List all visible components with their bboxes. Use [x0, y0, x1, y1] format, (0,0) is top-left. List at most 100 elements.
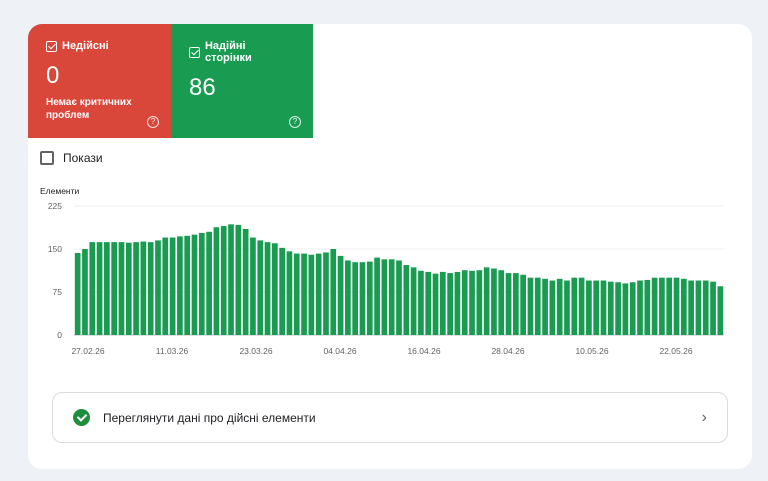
bar — [330, 249, 337, 335]
bar — [534, 277, 541, 335]
bar — [308, 254, 315, 335]
bar — [271, 243, 278, 335]
bar — [220, 226, 227, 335]
bar — [673, 277, 680, 335]
invalid-tile-label: Недійсні — [62, 40, 109, 52]
bar — [89, 242, 96, 335]
bar — [491, 268, 497, 335]
invalid-subtitle: Немає критичних проблем — [46, 97, 132, 121]
bar — [111, 242, 118, 335]
bar — [483, 267, 490, 335]
check-circle-icon — [73, 409, 90, 426]
bar — [381, 259, 388, 335]
bar — [637, 280, 643, 335]
bar — [125, 242, 132, 335]
bar — [162, 237, 169, 335]
impressions-toggle[interactable]: Покази — [40, 151, 103, 165]
bar — [293, 253, 300, 335]
bar — [155, 240, 161, 335]
invalid-tile-header: Недійсні — [46, 40, 153, 52]
impressions-label: Покази — [63, 151, 103, 165]
y-tick-label: 150 — [48, 244, 62, 254]
bar — [615, 282, 621, 335]
bar — [82, 249, 88, 335]
x-tick-label: 28.04.26 — [491, 346, 524, 356]
bar — [651, 277, 658, 335]
checkbox-unchecked-icon[interactable] — [40, 151, 54, 165]
x-tick-label: 23.03.26 — [239, 346, 272, 356]
bar — [191, 234, 198, 335]
help-icon[interactable]: ? — [289, 116, 301, 128]
bar — [607, 281, 614, 335]
bar — [593, 280, 600, 335]
bar — [571, 277, 578, 335]
invalid-tile[interactable]: Недійсні 0 Немає критичних проблем ? — [28, 24, 171, 138]
bar — [505, 273, 512, 335]
x-tick-label: 22.05.26 — [659, 346, 692, 356]
bar — [600, 280, 607, 335]
x-tick-label: 16.04.26 — [407, 346, 440, 356]
valid-tile[interactable]: Надійні сторінки 86 ? — [171, 24, 313, 138]
bar — [578, 277, 585, 335]
y-tick-label: 225 — [48, 201, 62, 211]
report-card: Недійсні 0 Немає критичних проблем ? Над… — [28, 24, 752, 469]
checkbox-checked-icon[interactable] — [46, 40, 57, 52]
bar — [425, 271, 432, 335]
bar — [396, 260, 402, 335]
bar — [206, 231, 212, 335]
bar — [418, 270, 424, 335]
bar — [235, 224, 242, 335]
valid-count: 86 — [189, 74, 216, 101]
bar — [432, 273, 439, 335]
x-tick-label: 04.04.26 — [323, 346, 356, 356]
valid-tile-header: Надійні сторінки — [189, 40, 295, 64]
bar — [498, 270, 505, 335]
bar — [264, 242, 271, 335]
help-icon[interactable]: ? — [147, 116, 159, 128]
bar — [104, 242, 110, 335]
bar — [410, 267, 417, 335]
bar — [622, 283, 629, 335]
bar — [184, 235, 191, 335]
view-valid-items-label: Переглянути дані про дійсні елементи — [103, 410, 316, 425]
bar — [74, 253, 81, 335]
bar — [439, 271, 446, 335]
bar — [513, 273, 519, 335]
bar — [169, 237, 176, 335]
bar — [520, 274, 527, 335]
bar — [359, 262, 366, 335]
bar — [403, 265, 410, 335]
view-valid-items-link[interactable]: Переглянути дані про дійсні елементи › — [52, 392, 728, 443]
bar — [717, 286, 724, 335]
bar — [527, 277, 534, 335]
bar — [228, 224, 234, 335]
bar — [118, 242, 125, 335]
bar — [629, 282, 636, 335]
bar — [659, 277, 665, 335]
x-tick-label: 11.03.26 — [156, 346, 189, 356]
bar — [702, 280, 709, 335]
bar — [315, 253, 322, 335]
bar — [133, 242, 139, 335]
bar — [323, 252, 329, 335]
bar — [447, 273, 453, 335]
bar — [454, 271, 461, 335]
bar — [177, 236, 183, 335]
checkbox-checked-icon[interactable] — [189, 46, 200, 58]
bar — [279, 247, 285, 335]
bar — [666, 277, 673, 335]
items-bar-chart: Елементи 0 75 150 225 27.02.26 11.03.26 23.03.2… — [40, 186, 724, 356]
bar — [680, 278, 687, 335]
bar — [586, 280, 592, 335]
bar — [301, 253, 307, 335]
y-axis-label: Елементи — [40, 186, 80, 196]
bar — [469, 270, 475, 335]
bar — [388, 259, 395, 335]
bar — [476, 270, 483, 335]
bar — [286, 251, 293, 335]
bar — [461, 270, 468, 335]
bar — [337, 255, 344, 335]
x-tick-label: 10.05.26 — [575, 346, 608, 356]
bar — [549, 280, 556, 335]
bar — [96, 242, 103, 335]
